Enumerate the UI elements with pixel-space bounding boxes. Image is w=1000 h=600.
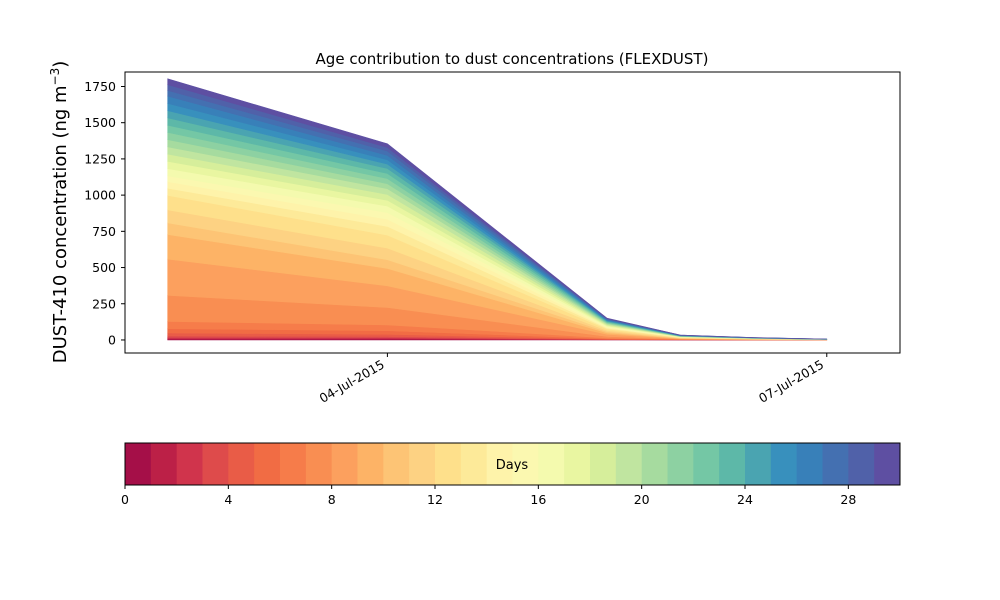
- colorbar-swatch-9: [357, 443, 384, 485]
- colorbar-swatch-14: [486, 443, 513, 485]
- y-tick-label: 750: [92, 224, 116, 239]
- y-tick-label: 250: [92, 296, 116, 311]
- colorbar-swatch-0: [125, 443, 152, 485]
- y-tick-label: 1750: [84, 79, 116, 94]
- y-tick-label: 1500: [84, 115, 116, 130]
- x-tick-label: 07-Jul-2015: [756, 357, 826, 406]
- colorbar-swatch-3: [202, 443, 229, 485]
- colorbar-swatch-13: [460, 443, 488, 485]
- chart-title: Age contribution to dust concentrations …: [316, 50, 709, 68]
- y-tick-label: 0: [108, 332, 116, 347]
- x-axis: 04-Jul-2015 07-Jul-2015: [317, 353, 828, 406]
- colorbar-swatch-26: [796, 443, 823, 485]
- colorbar-tick-label: 24: [737, 492, 753, 507]
- colorbar-swatch-22: [693, 443, 720, 485]
- colorbar-swatch-12: [435, 443, 462, 485]
- y-axis-label-superscript: −3: [48, 68, 62, 86]
- colorbar-swatch-21: [667, 443, 694, 485]
- colorbar-tick-label: 28: [840, 492, 856, 507]
- y-axis: 0 250 500 750 1000 1250 1500 1750: [84, 79, 125, 347]
- colorbar-swatch-29: [874, 443, 901, 485]
- colorbar-swatch-23: [719, 443, 746, 485]
- colorbar-swatch-16: [538, 443, 565, 485]
- y-axis-label-main: DUST-410 concentration (ng m: [50, 85, 71, 363]
- colorbar-swatch-8: [331, 443, 358, 485]
- colorbar-tick-label: 4: [224, 492, 232, 507]
- colorbar-swatch-10: [383, 443, 410, 485]
- colorbar-swatch-18: [590, 443, 617, 485]
- colorbar-swatch-11: [409, 443, 436, 485]
- colorbar-tick-label: 12: [427, 492, 443, 507]
- colorbar-ticks: 0 4 8 12 16 20 24 28: [121, 485, 856, 507]
- colorbar-swatch-6: [280, 443, 307, 485]
- y-tick-label: 1250: [84, 151, 116, 166]
- colorbar-tick-label: 16: [530, 492, 546, 507]
- colorbar-swatch-25: [770, 443, 798, 485]
- colorbar-swatch-15: [512, 443, 539, 485]
- colorbar-swatch-7: [305, 443, 333, 485]
- colorbar-swatch-27: [822, 443, 849, 485]
- colorbar-swatch-28: [848, 443, 875, 485]
- y-tick-label: 500: [92, 260, 116, 275]
- colorbar-swatch-19: [615, 443, 643, 485]
- stacked-area-layers: [167, 78, 828, 341]
- colorbar: [125, 443, 901, 485]
- colorbar-swatch-2: [176, 443, 203, 485]
- x-tick-label: 04-Jul-2015: [317, 357, 387, 406]
- colorbar-tick-label: 0: [121, 492, 129, 507]
- area-layer-day-29: [167, 78, 827, 340]
- colorbar-label: Days: [496, 458, 529, 473]
- colorbar-swatch-20: [641, 443, 668, 485]
- colorbar-swatch-5: [254, 443, 281, 485]
- colorbar-tick-label: 20: [634, 492, 650, 507]
- y-axis-label: DUST-410 concentration (ng m−3): [48, 61, 71, 364]
- colorbar-swatch-24: [745, 443, 772, 485]
- colorbar-swatch-1: [150, 443, 178, 485]
- colorbar-frame: [124, 442, 901, 486]
- y-tick-label: 1000: [84, 188, 116, 203]
- plot-frame: [124, 71, 901, 354]
- colorbar-swatch-17: [564, 443, 591, 485]
- colorbar-swatch-4: [228, 443, 255, 485]
- colorbar-tick-label: 8: [328, 492, 336, 507]
- y-axis-label-close: ): [50, 61, 71, 68]
